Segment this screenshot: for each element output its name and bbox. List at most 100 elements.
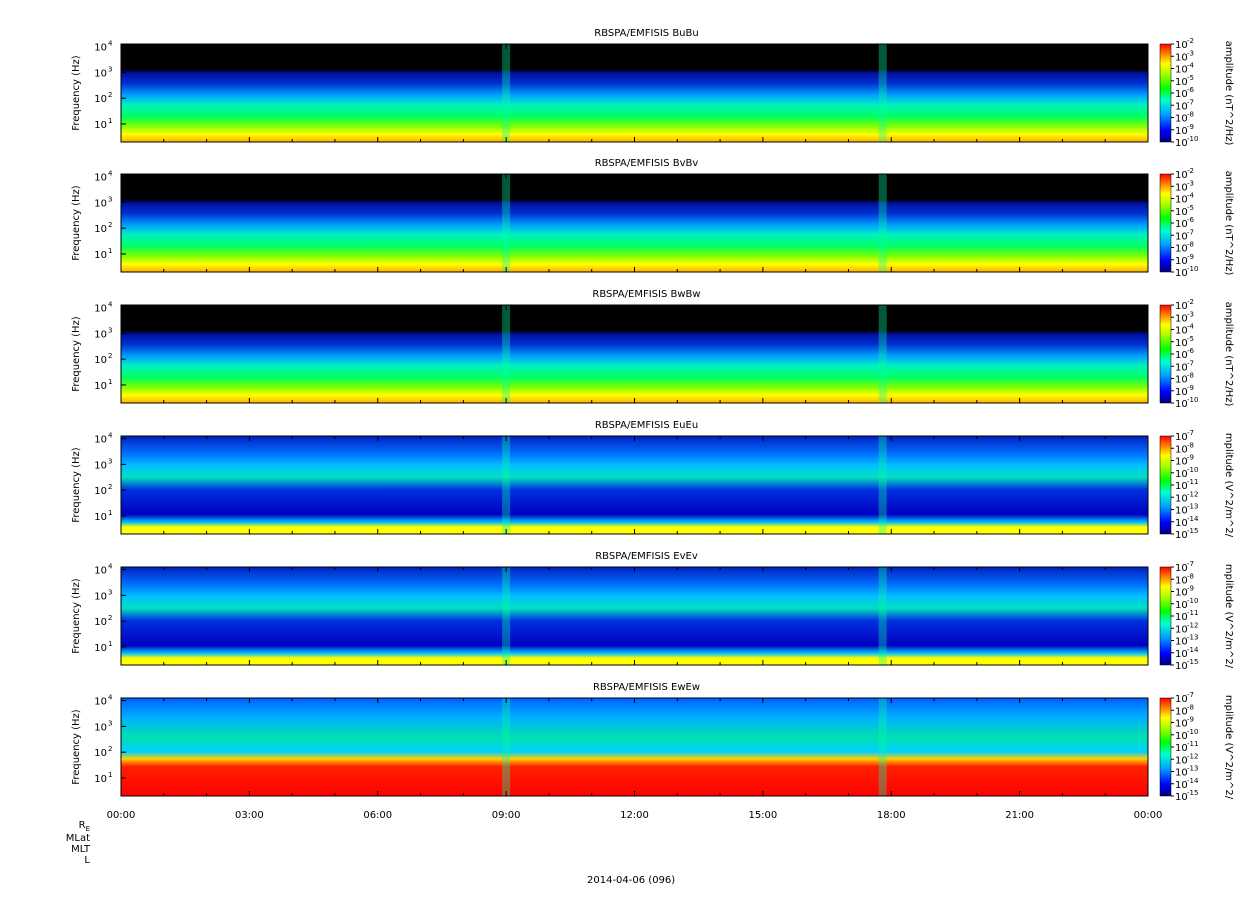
colorbar-tick-exponent: -9: [1187, 716, 1194, 724]
y-tick-exponent: 1: [108, 771, 112, 779]
colorbar-tick-label: 10: [1175, 182, 1188, 193]
colorbar-tick-exponent: -15: [1187, 527, 1198, 535]
y-axis-label: Frequency (Hz): [71, 316, 82, 392]
colorbar-tick-exponent: -13: [1187, 634, 1198, 642]
colorbar-tick-label: 10: [1175, 444, 1188, 455]
colorbar-tick-label: 10: [1175, 649, 1188, 660]
y-tick-exponent: 2: [108, 221, 112, 229]
colorbar-tick-exponent: -11: [1187, 478, 1198, 486]
y-tick-label: 10: [94, 381, 107, 392]
colorbar-tick-label: 10: [1175, 338, 1188, 349]
y-tick-label: 10: [94, 774, 107, 785]
colorbar-tick-label: 10: [1175, 256, 1188, 267]
y-tick-label: 10: [94, 697, 107, 708]
y-tick-label: 10: [94, 486, 107, 497]
spectrogram-image: [121, 174, 1148, 272]
x-tick-label: 03:00: [235, 810, 264, 821]
y-tick-exponent: 4: [108, 301, 113, 309]
spectral-feature: [502, 174, 511, 272]
colorbar-tick-label: 10: [1175, 575, 1188, 586]
colorbar-tick-exponent: -2: [1187, 37, 1194, 45]
y-tick-exponent: 1: [108, 247, 112, 255]
colorbar-tick-label: 10: [1175, 89, 1188, 100]
colorbar-tick-exponent: -9: [1187, 253, 1194, 261]
y-tick-label: 10: [94, 748, 107, 759]
colorbar-tick-exponent: -3: [1187, 179, 1194, 187]
y-axis-label: Frequency (Hz): [71, 709, 82, 785]
colorbar-tick-label: 10: [1175, 268, 1188, 279]
spectral-feature: [878, 174, 887, 272]
colorbar-tick-exponent: -8: [1187, 703, 1194, 711]
y-tick-label: 10: [94, 173, 107, 184]
colorbar-tick-label: 10: [1175, 399, 1188, 410]
spectral-feature: [502, 698, 511, 796]
colorbar-tick-exponent: -7: [1187, 691, 1194, 699]
colorbar-tick-exponent: -5: [1187, 74, 1194, 82]
colorbar-tick-exponent: -7: [1187, 228, 1194, 236]
y-tick-exponent: 1: [108, 509, 112, 517]
x-tick-label: 21:00: [1005, 810, 1034, 821]
y-tick-label: 10: [94, 591, 107, 602]
colorbar-label: mplitude (V^2/m^2/: [1223, 695, 1234, 800]
colorbar: [1159, 697, 1172, 797]
colorbar-tick-exponent: -6: [1187, 216, 1195, 224]
colorbar-label: amplitude (nT^2/Hz): [1223, 41, 1234, 146]
y-tick-label: 10: [94, 120, 107, 131]
colorbar-tick-label: 10: [1175, 755, 1188, 766]
y-tick-label: 10: [94, 250, 107, 261]
y-tick-exponent: 2: [108, 745, 112, 753]
y-tick-exponent: 1: [108, 640, 112, 648]
spectrogram-image: [121, 698, 1148, 796]
colorbar-tick-exponent: -2: [1187, 298, 1194, 306]
x-tick-label: 18:00: [877, 810, 906, 821]
colorbar-tick-label: 10: [1175, 719, 1188, 730]
colorbar-tick-label: 10: [1175, 52, 1188, 63]
y-tick-exponent: 4: [108, 40, 113, 48]
colorbar-tick-exponent: -8: [1187, 241, 1194, 249]
colorbar-tick-exponent: -8: [1187, 441, 1194, 449]
time-axis: 00:00 03:00 06:00 09:00 12:00 15:00 18:00 21:00…: [107, 810, 1163, 821]
x-tick-label: 00:00: [1134, 810, 1163, 821]
colorbar-tick-label: 10: [1175, 219, 1188, 230]
spectral-feature: [502, 567, 511, 665]
y-tick-exponent: 3: [108, 588, 112, 596]
colorbar-tick-exponent: -7: [1187, 98, 1194, 106]
colorbar-tick-label: 10: [1175, 126, 1188, 137]
colorbar-tick-exponent: -10: [1187, 265, 1198, 273]
colorbar-tick-label: 10: [1175, 612, 1188, 623]
colorbar-tick-label: 10: [1175, 563, 1188, 574]
spectrogram-image: [121, 305, 1148, 403]
colorbar-tick-label: 10: [1175, 469, 1188, 480]
spectrogram-image: [121, 44, 1148, 142]
y-tick-label: 10: [94, 43, 107, 54]
colorbar-tick-label: 10: [1175, 780, 1188, 791]
colorbar-tick-label: 10: [1175, 231, 1188, 242]
colorbar-tick-exponent: -12: [1187, 621, 1198, 629]
y-tick-label: 10: [94, 435, 107, 446]
colorbar-label: amplitude (nT^2/Hz): [1223, 302, 1234, 407]
y-tick-exponent: 3: [108, 719, 112, 727]
colorbar-tick-label: 10: [1175, 195, 1188, 206]
colorbar-tick-exponent: -10: [1187, 597, 1198, 605]
colorbar-tick-label: 10: [1175, 743, 1188, 754]
colorbar-tick-exponent: -12: [1187, 490, 1198, 498]
colorbar-tick-label: 10: [1175, 518, 1188, 529]
y-tick-exponent: 1: [108, 378, 112, 386]
colorbar-tick-label: 10: [1175, 506, 1188, 517]
colorbar-tick-exponent: -5: [1187, 204, 1194, 212]
colorbar-tick-label: 10: [1175, 457, 1188, 468]
colorbar-tick-exponent: -8: [1187, 111, 1194, 119]
colorbar: [1159, 173, 1172, 273]
y-tick-exponent: 3: [108, 65, 112, 73]
colorbar-tick-exponent: -10: [1187, 396, 1198, 404]
y-tick-label: 10: [94, 512, 107, 523]
colorbar-tick-exponent: -9: [1187, 585, 1194, 593]
colorbar-tick-exponent: -8: [1187, 572, 1194, 580]
spectral-feature: [878, 436, 887, 534]
colorbar-tick-label: 10: [1175, 588, 1188, 599]
y-axis-label: Frequency (Hz): [71, 185, 82, 261]
colorbar-tick-exponent: -9: [1187, 384, 1194, 392]
